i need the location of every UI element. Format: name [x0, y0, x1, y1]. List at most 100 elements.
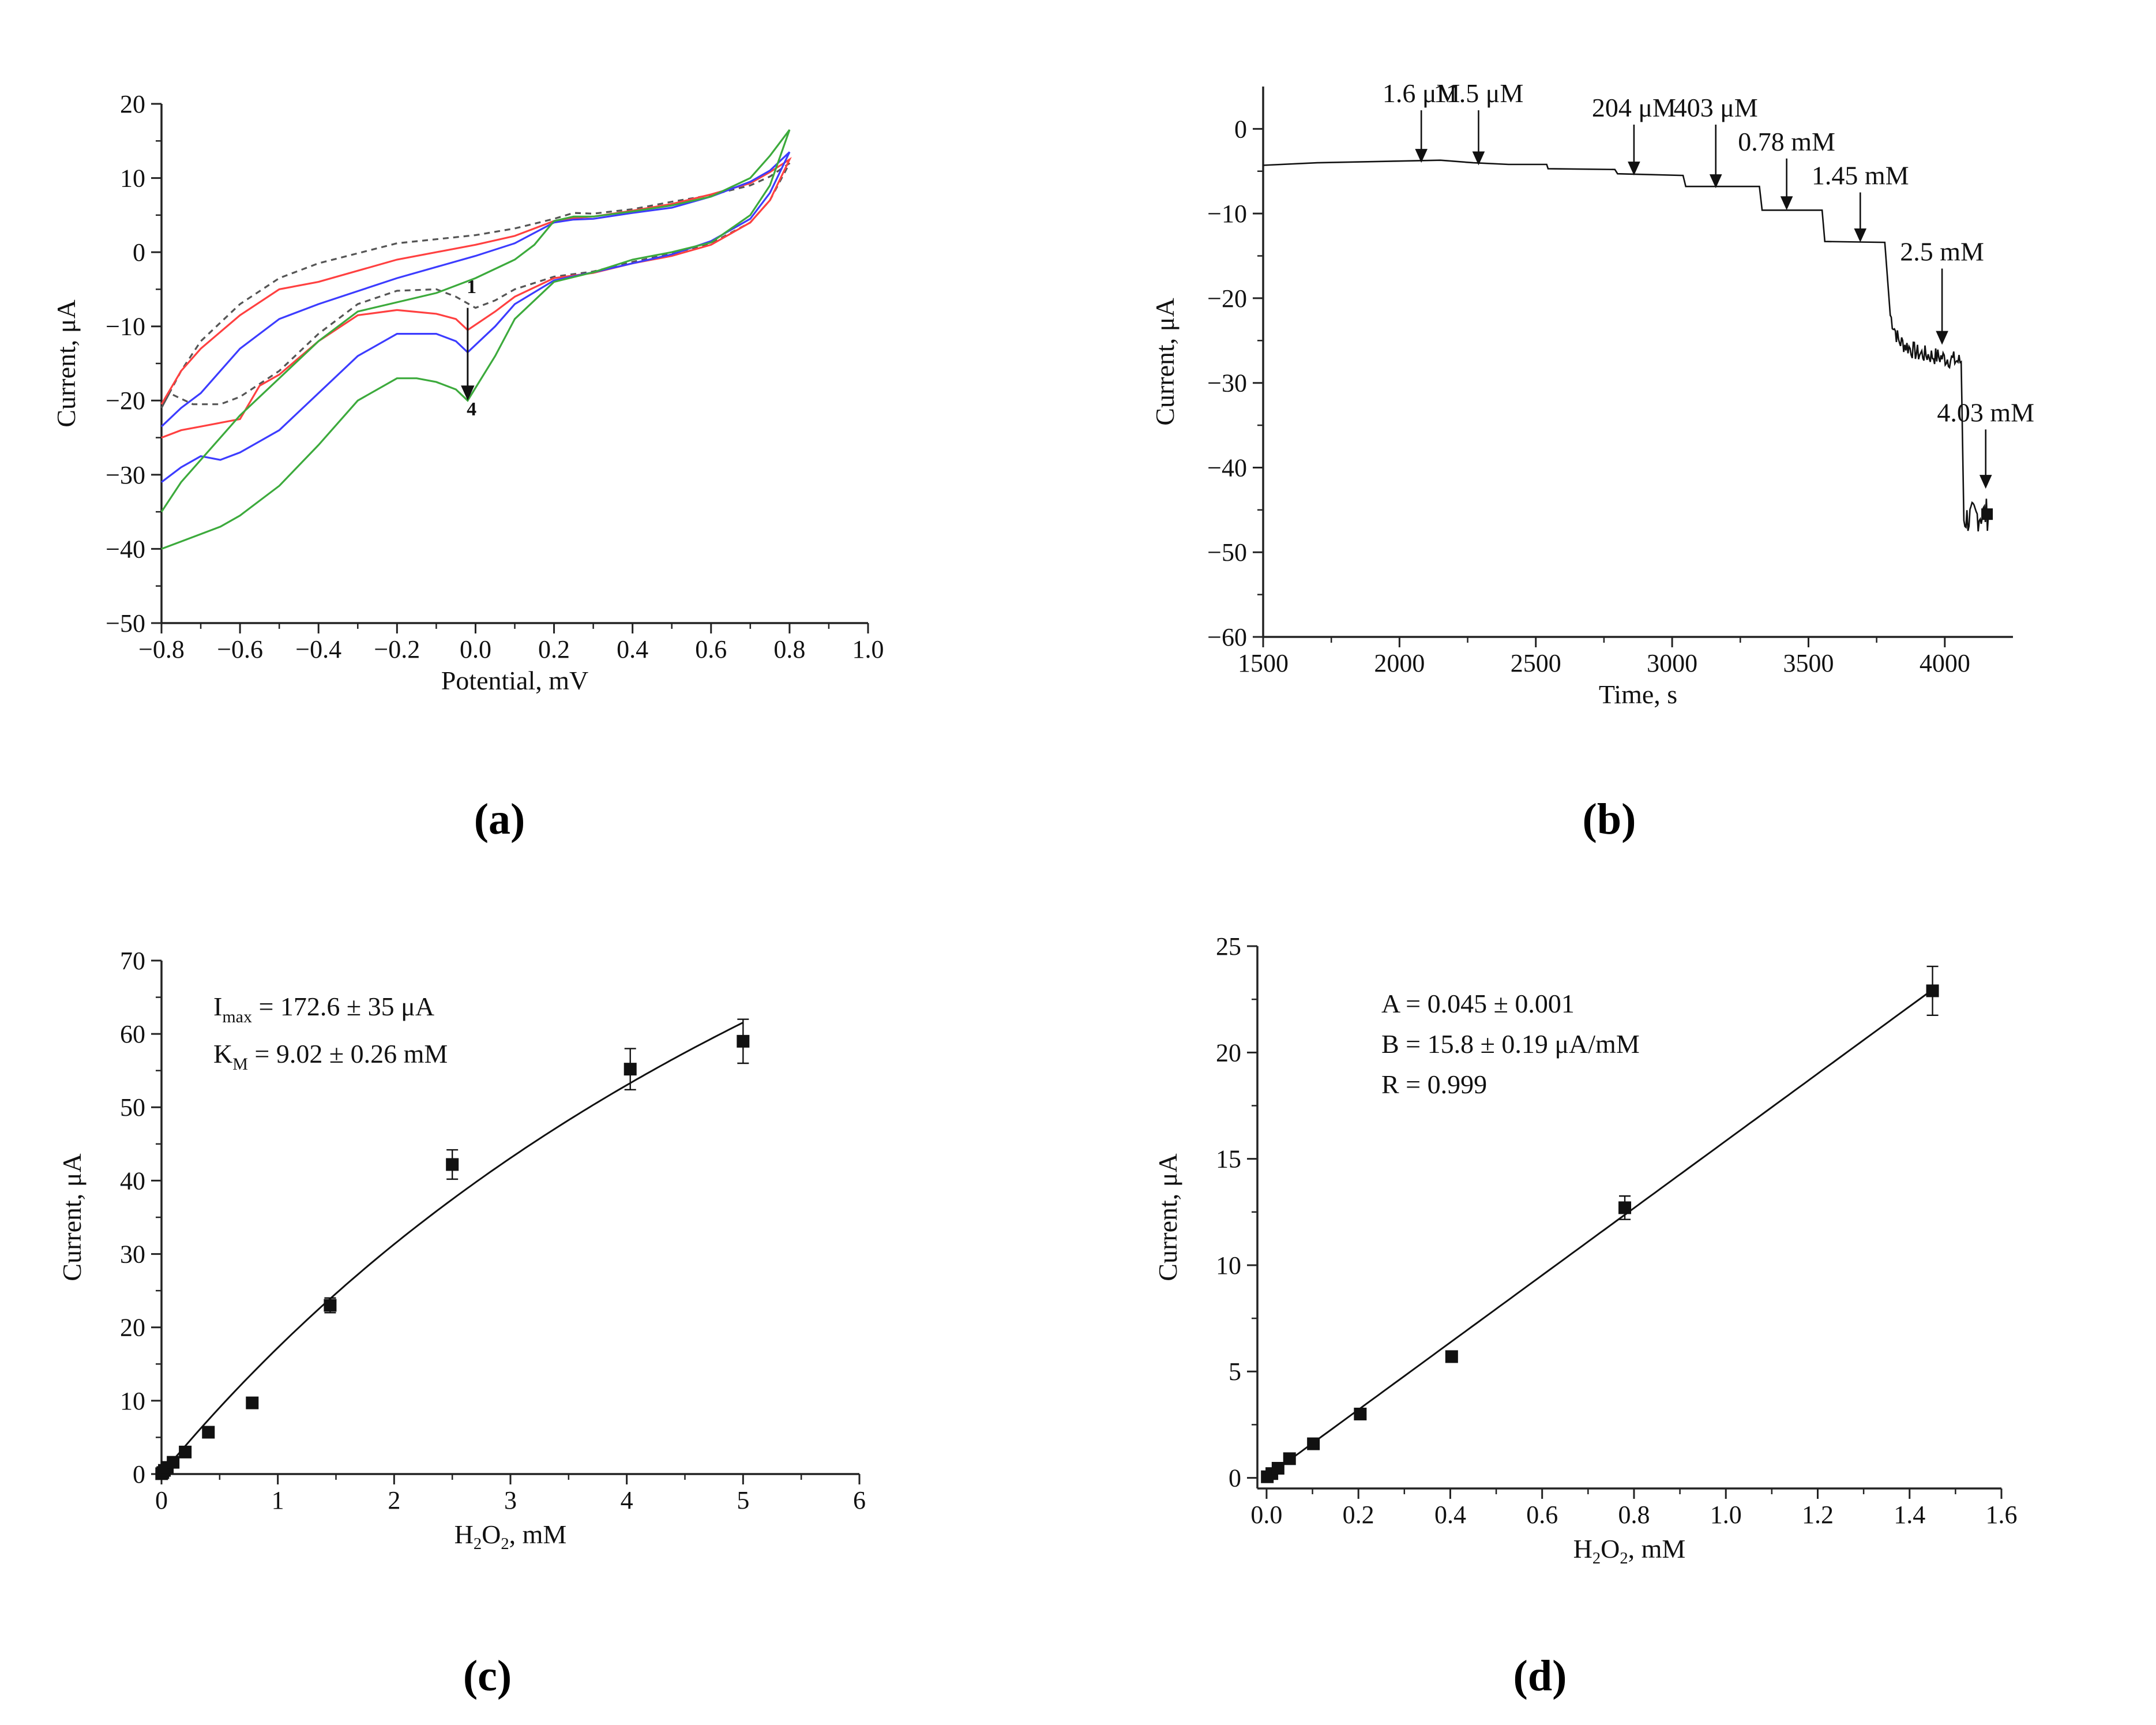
- axis-label-part: 2: [1620, 1550, 1628, 1567]
- data-point: [737, 1034, 750, 1048]
- data-point: [1307, 1437, 1320, 1450]
- x-axis-label: Potential, mV: [441, 666, 589, 695]
- x-tick-label: −0.6: [217, 635, 263, 663]
- fit-parameter: A = 0.045 ± 0.001: [1381, 989, 1575, 1018]
- addition-arrow-head: [1854, 228, 1867, 243]
- axis-label-part: H: [455, 1520, 474, 1549]
- x-tick-label: 1.0: [852, 635, 884, 663]
- y-tick-label: 60: [120, 1020, 145, 1048]
- y-tick-label: 25: [1216, 932, 1241, 961]
- y-tick-label: 20: [120, 90, 145, 118]
- y-tick-label: −20: [106, 387, 145, 415]
- fit-parameter: Imax = 172.6 ± 35 μA: [213, 992, 434, 1026]
- fit-parameter: KM = 9.02 ± 0.26 mM: [213, 1039, 448, 1074]
- fit-parameter-part: R = 0.999: [1381, 1070, 1487, 1099]
- addition-arrow-head: [1936, 331, 1948, 345]
- data-point: [1618, 1201, 1632, 1214]
- axis-label-part: O: [482, 1520, 501, 1549]
- data-point: [167, 1456, 180, 1469]
- addition-label: 403 μM: [1674, 93, 1758, 122]
- x-tick-label: 1.4: [1894, 1501, 1925, 1529]
- x-tick-label: −0.2: [374, 635, 420, 663]
- y-tick-label: 0: [1229, 1464, 1241, 1492]
- panel-label-d: (d): [1513, 1652, 1567, 1700]
- fit-curve: [1266, 989, 1933, 1478]
- chart-a: −0.8 −0.6 −0.4 −0.2 0.0 0.2 0.4 0.6 0.8 1.0 −50 −40…: [51, 90, 884, 695]
- axis-label-part: 2: [1592, 1550, 1601, 1567]
- data-point: [324, 1299, 337, 1312]
- fit-parameter-part: max: [222, 1007, 252, 1026]
- cv-curve-1: [160, 162, 791, 408]
- x-tick-label: 1: [272, 1486, 284, 1514]
- y-tick-label: 0: [133, 1460, 145, 1488]
- y-tick-label: 70: [120, 947, 145, 975]
- axis-label-part: O: [1601, 1534, 1620, 1563]
- arrow-head: [461, 385, 475, 401]
- data-point: [1271, 1461, 1284, 1475]
- y-tick-label: 10: [120, 164, 145, 193]
- data-point: [202, 1426, 215, 1439]
- fit-parameter-part: A = 0.045 ± 0.001: [1381, 989, 1575, 1018]
- y-tick-label: −40: [1207, 453, 1247, 482]
- panel-label-b: (b): [1583, 795, 1636, 843]
- fit-curve: [160, 1022, 743, 1475]
- addition-arrow-head: [1979, 475, 1992, 489]
- addition-arrow-head: [1628, 162, 1640, 176]
- curve-number-label: 1: [467, 276, 476, 298]
- x-tick-label: −0.8: [138, 635, 185, 663]
- y-tick-label: −50: [106, 609, 145, 638]
- x-tick-label: 0.8: [1618, 1501, 1650, 1529]
- x-tick-label: 4: [621, 1486, 633, 1514]
- x-tick-label: 5: [737, 1486, 749, 1514]
- y-tick-label: 15: [1216, 1145, 1241, 1173]
- fit-parameter-part: B = 15.8 ± 0.19 μA/mM: [1381, 1029, 1640, 1059]
- fit-parameter-part: M: [232, 1055, 248, 1074]
- axis-label-part: 2: [474, 1535, 482, 1553]
- y-axis-label: Current, μA: [51, 299, 81, 427]
- fit-parameter-part: = 9.02 ± 0.26 mM: [248, 1039, 448, 1068]
- x-tick-label: 6: [853, 1486, 866, 1514]
- x-tick-label: −0.4: [295, 635, 341, 663]
- y-tick-label: 20: [120, 1314, 145, 1342]
- y-axis-label: Current, μA: [1150, 298, 1180, 425]
- y-tick-label: −60: [1207, 623, 1247, 651]
- x-tick-label: 0.4: [1434, 1501, 1466, 1529]
- y-axis-label: Current, μA: [1153, 1153, 1182, 1281]
- x-tick-label: 1.0: [1710, 1501, 1742, 1529]
- x-tick-label: 0.6: [1526, 1501, 1558, 1529]
- x-tick-label: 0.2: [1343, 1501, 1374, 1529]
- addition-label: 4.03 mM: [1937, 397, 2034, 427]
- y-tick-label: 10: [120, 1387, 145, 1415]
- addition-label: 1.45 mM: [1812, 160, 1909, 190]
- addition-label: 2.5 mM: [1900, 237, 1984, 267]
- axis-label-part: , mM: [1628, 1534, 1686, 1563]
- axis-label-part: , mM: [509, 1520, 567, 1549]
- y-tick-label: −40: [106, 535, 145, 563]
- y-tick-label: −30: [106, 461, 145, 489]
- y-tick-label: 0: [1234, 115, 1247, 143]
- x-tick-label: 2000: [1374, 649, 1425, 677]
- panel-label-c: (c): [463, 1652, 512, 1700]
- x-tick-label: 0.6: [695, 635, 727, 663]
- trace-end-marker: [1981, 508, 1993, 520]
- data-point: [446, 1158, 459, 1171]
- addition-label: 0.78 mM: [1738, 127, 1835, 156]
- addition-arrow-head: [1780, 196, 1793, 211]
- addition-label: 204 μM: [1592, 93, 1676, 122]
- x-tick-label: 0.2: [538, 635, 570, 663]
- data-point: [1354, 1407, 1367, 1420]
- y-tick-label: −30: [1207, 369, 1247, 397]
- y-tick-label: 10: [1216, 1251, 1241, 1280]
- y-axis-label: Current, μA: [57, 1153, 87, 1281]
- addition-arrow-head: [1472, 151, 1485, 166]
- data-point: [1926, 984, 1939, 997]
- addition-arrow-head: [1709, 174, 1722, 189]
- y-tick-label: −10: [106, 313, 145, 341]
- curve-number-label: 4: [467, 399, 476, 420]
- data-point: [1283, 1452, 1296, 1465]
- y-tick-label: −10: [1207, 200, 1247, 228]
- x-tick-label: 0.0: [460, 635, 491, 663]
- y-tick-label: 0: [133, 238, 145, 267]
- y-tick-label: −20: [1207, 284, 1247, 313]
